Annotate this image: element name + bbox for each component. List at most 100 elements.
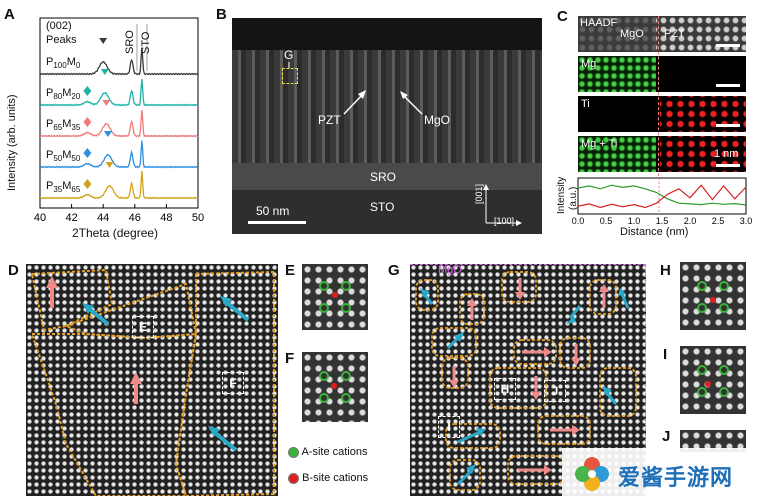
x-ticks: 40 42 44 46 48 50 bbox=[34, 204, 204, 224]
profile-ylabel-1: Intensity bbox=[556, 176, 567, 214]
sto-layer bbox=[232, 190, 542, 234]
mg-ti-scale-bar bbox=[716, 164, 740, 167]
ti-label: Ti bbox=[581, 98, 590, 110]
xrd-plot: 40 42 44 46 48 50 bbox=[34, 17, 204, 224]
polarization-arrow-diag bbox=[86, 306, 110, 326]
atom-markers-f bbox=[319, 371, 351, 403]
sample-label-4: P35M65 bbox=[46, 180, 81, 195]
x-tick-label: 46 bbox=[129, 212, 141, 224]
pzt-label: PZT bbox=[318, 113, 341, 127]
g-mgo-label: MgO bbox=[438, 264, 462, 276]
panel-h-label: H bbox=[660, 262, 671, 279]
atom-markers-e bbox=[319, 281, 351, 313]
panel-a-chart: 40 42 44 46 48 50 (002) Peaks SRO STO P100M0 P… bbox=[6, 16, 205, 246]
atom-markers-h bbox=[697, 281, 729, 313]
pzt-peak-marker-4 bbox=[105, 162, 114, 168]
panel-e-label: E bbox=[285, 262, 296, 279]
b-site-swatch bbox=[288, 472, 299, 484]
x-axis-label: 2Theta (degree) bbox=[72, 226, 159, 240]
watermark-text: 爱酱手游网 bbox=[618, 465, 734, 490]
domain-overlays-d bbox=[30, 268, 275, 496]
mgo-peak-marker-1 bbox=[83, 86, 92, 96]
sto-label: STO bbox=[140, 31, 152, 54]
box-f: F bbox=[222, 372, 244, 394]
intensity-profile-plot: 0.0 0.5 1.0 1.5 2.0 2.5 3.0 bbox=[572, 177, 753, 226]
box-e: E bbox=[132, 316, 154, 338]
haadf-scale-bar bbox=[716, 44, 740, 47]
sro-layer-label: SRO bbox=[370, 170, 397, 184]
panel-f-label: F bbox=[285, 350, 295, 367]
cross-section-tem-image: G PZT MgO SRO STO 50 nm [001] [100] bbox=[232, 18, 542, 234]
panel-a-label: A bbox=[4, 6, 15, 23]
profile-lines bbox=[577, 184, 747, 209]
scale-bar bbox=[248, 221, 306, 224]
legend: A-site cations B-site cations bbox=[288, 446, 368, 484]
one-nm-label: 1 nm bbox=[714, 148, 739, 160]
zoom-image-e bbox=[302, 264, 368, 330]
xrd-series-0 bbox=[39, 47, 199, 76]
domain-overlays-g bbox=[415, 271, 637, 491]
mgo-peak-marker-2 bbox=[83, 117, 92, 127]
mg-label: Mg bbox=[581, 58, 597, 70]
zoom-image-h bbox=[680, 262, 746, 330]
mg-map: Mg bbox=[578, 56, 746, 92]
haadf-map: HAADF MgO PZT bbox=[578, 16, 746, 52]
pzt-peak-marker-1 bbox=[100, 69, 109, 75]
sample-label-1: P80M20 bbox=[46, 87, 81, 102]
atom-markers-i bbox=[697, 365, 729, 397]
pzt-peak-marker-3 bbox=[103, 131, 112, 137]
ti-scale-bar bbox=[716, 124, 740, 127]
x-tick-label: 48 bbox=[160, 212, 172, 224]
zoom-image-i bbox=[680, 346, 746, 414]
y-axis-label: Intensity (arb. units) bbox=[6, 94, 18, 191]
legend-b-site: B-site cations bbox=[288, 472, 368, 484]
mg-ti-map: Mg + Ti 1 nm bbox=[578, 136, 746, 172]
mgo-peak-marker-4 bbox=[83, 179, 92, 189]
zoom-image-f bbox=[302, 352, 368, 422]
mgo-region-dim bbox=[578, 16, 656, 52]
profile-tick-label: 0.0 bbox=[572, 216, 585, 226]
profile-tick-label: 1.5 bbox=[656, 216, 669, 226]
zoom-image-j bbox=[680, 430, 746, 452]
panel-c-label: C bbox=[557, 8, 568, 25]
sto-layer-label: STO bbox=[370, 200, 395, 214]
panel-j-label: J bbox=[662, 428, 671, 445]
xrd-curves bbox=[39, 38, 199, 200]
x-tick-label: 42 bbox=[65, 212, 77, 224]
peaks-title: (002) bbox=[46, 20, 72, 32]
g-box bbox=[282, 68, 298, 84]
scale-bar-label: 50 nm bbox=[256, 204, 290, 218]
mg-scale-bar bbox=[716, 84, 740, 87]
xrd-series-1 bbox=[39, 79, 199, 107]
profile-series-0 bbox=[577, 184, 747, 206]
box-i: I bbox=[438, 416, 460, 438]
watermark-logo bbox=[572, 454, 612, 494]
haadf-pzt-label: PZT bbox=[664, 28, 685, 40]
xrd-series-3 bbox=[39, 140, 199, 169]
annotation-arrows bbox=[288, 62, 522, 226]
x-tick-label: 44 bbox=[97, 212, 109, 224]
mgo-boundary bbox=[410, 264, 646, 496]
pzt-peak-marker-0 bbox=[99, 38, 108, 44]
x-tick-label: 40 bbox=[34, 212, 46, 224]
profile-series-1 bbox=[577, 184, 747, 209]
panel-c-profile: 0.0 0.5 1.0 1.5 2.0 2.5 3.0 Intensity (a.u.) D… bbox=[556, 176, 758, 240]
ti-map: Ti bbox=[578, 96, 746, 132]
pzt-peak-marker-2 bbox=[102, 100, 111, 106]
interface-dashed-line bbox=[658, 16, 659, 176]
profile-tick-label: 3.0 bbox=[740, 216, 753, 226]
haadf-mgo-label: MgO bbox=[620, 28, 644, 40]
panel-g-label: G bbox=[388, 262, 400, 279]
xrd-series-4 bbox=[39, 171, 199, 200]
panel-c-maps: HAADF MgO PZT Mg Ti Mg + Ti 1 nm bbox=[578, 16, 746, 176]
box-j: J bbox=[544, 380, 566, 402]
profile-tick-label: 0.5 bbox=[600, 216, 613, 226]
legend-a-site: A-site cations bbox=[288, 446, 368, 458]
profile-ticks: 0.0 0.5 1.0 1.5 2.0 2.5 3.0 bbox=[572, 216, 753, 226]
profile-tick-label: 2.5 bbox=[712, 216, 725, 226]
a-site-swatch bbox=[288, 446, 299, 458]
profile-ylabel-2: (a.u.) bbox=[568, 186, 579, 210]
panel-d-label: D bbox=[8, 262, 19, 279]
sro-layer bbox=[232, 163, 542, 190]
xrd-series-2 bbox=[39, 109, 199, 138]
